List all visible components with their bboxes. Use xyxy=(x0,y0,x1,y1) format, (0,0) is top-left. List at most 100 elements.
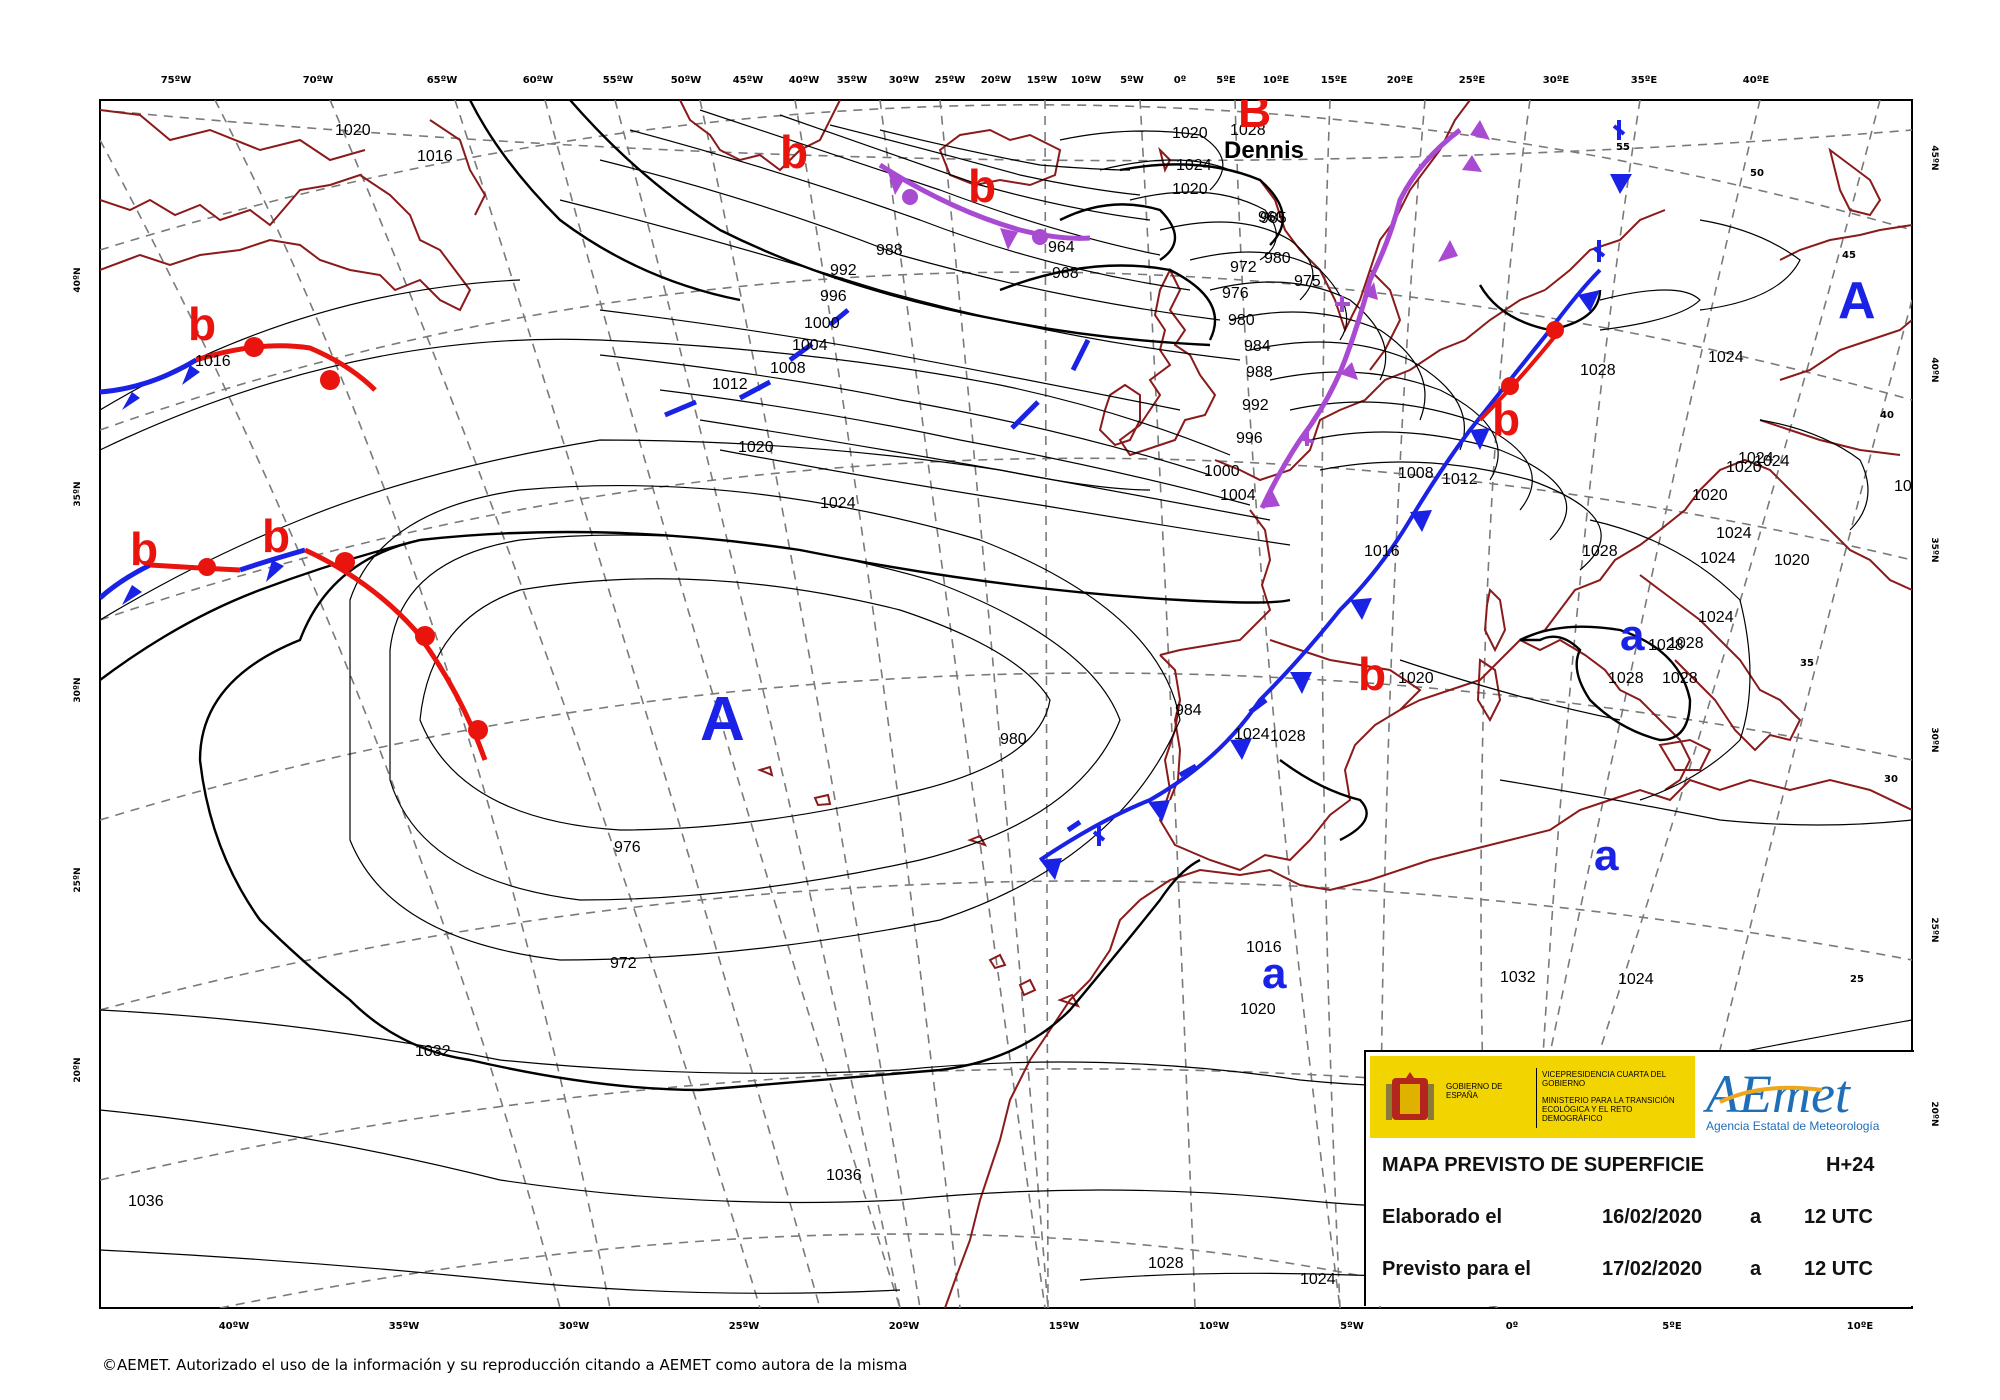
isobar-label: 975 xyxy=(1294,273,1321,290)
isobar-label: 1024 xyxy=(1176,157,1212,174)
left-lat-label: 20ºN xyxy=(73,1057,83,1082)
isobar-label: 976 xyxy=(1222,285,1249,302)
previsto-time: 12 UTC xyxy=(1804,1258,1873,1280)
copyright-notice: ©AEMET. Autorizado el uso de la informac… xyxy=(102,1356,908,1374)
left-lat-label: 40ºN xyxy=(73,267,83,292)
left-lat-label: 35ºN xyxy=(73,481,83,506)
grid-inner-label: 55 xyxy=(1616,142,1630,153)
grid-inner-label: 30 xyxy=(1884,774,1898,785)
isobar-label: 1036 xyxy=(826,1167,862,1184)
isobar-label: 1024 xyxy=(1300,1271,1336,1288)
isobar-label: 996 xyxy=(1236,430,1263,447)
isobar-label: 964 xyxy=(1048,239,1075,256)
pressure-center-label: b xyxy=(130,523,158,575)
top-lon-label: 70ºW xyxy=(303,75,334,86)
bottom-lon-label: 15ºW xyxy=(1049,1321,1080,1332)
isobar-label: 1024 xyxy=(1754,453,1790,470)
pressure-center-label: B xyxy=(1238,85,1271,137)
isobar-label: 992 xyxy=(1242,397,1269,414)
top-lon-label: 50ºW xyxy=(671,75,702,86)
top-lon-label: 25ºW xyxy=(935,75,966,86)
isobar-label: 1012 xyxy=(712,376,748,393)
aemet-logo: AEmet Agencia Estatal de Meteorología xyxy=(1703,1064,1880,1133)
top-lon-label: 60ºW xyxy=(523,75,554,86)
isobar-label: 980 xyxy=(1228,312,1255,329)
bottom-longitude-labels: 40ºW 35ºW 30ºW 25ºW 20ºW 15ºW 10ºW 5ºW 0º 5ºE 10ºE xyxy=(219,1321,1874,1332)
bold-isobars xyxy=(100,100,1692,1092)
top-lon-label: 10ºW xyxy=(1071,75,1102,86)
previsto-a: a xyxy=(1750,1258,1762,1280)
isobar-label: 1024 xyxy=(1738,450,1774,467)
bottom-lon-label: 0º xyxy=(1506,1321,1519,1332)
isobar-label: 1028 xyxy=(1580,362,1616,379)
pressure-center-label: A xyxy=(700,685,745,754)
left-lat-label: 30ºN xyxy=(73,677,83,702)
isobar-label: 976 xyxy=(614,839,641,856)
right-lat-label: 30ºN xyxy=(1929,727,1939,752)
isobar-label: 1032 xyxy=(415,1043,451,1060)
pressure-center-label: b xyxy=(1492,393,1520,445)
isobar-label: 1020 xyxy=(1692,487,1728,504)
top-lon-label: 20ºW xyxy=(981,75,1012,86)
pressure-center-label: a xyxy=(1594,831,1619,880)
isobar-label: 1016 xyxy=(195,353,231,370)
warm-front-2 xyxy=(149,547,488,761)
elaborado-label: Elaborado el xyxy=(1382,1206,1503,1228)
aemet-full-name: Agencia Estatal de Meteorología xyxy=(1706,1119,1880,1133)
isobar-label: 980 xyxy=(1000,731,1027,748)
bottom-lon-label: 10ºE xyxy=(1847,1321,1874,1332)
top-lon-label: 75ºW xyxy=(161,75,192,86)
cold-front-3 xyxy=(1038,174,1632,880)
right-lat-label: 25ºN xyxy=(1929,917,1939,942)
top-lon-label: 45ºW xyxy=(733,75,764,86)
isobar-label: 1016 xyxy=(417,148,453,165)
isobar-label: 1020 xyxy=(1726,459,1762,476)
right-lat-label: 40ºN xyxy=(1929,357,1939,382)
isobar-label: 1000 xyxy=(804,315,840,332)
isobar-label: 996 xyxy=(820,288,847,305)
legend-logo-strip: GOBIERNO DE ESPAÑA VICEPRESIDENCIA CUART… xyxy=(1366,1052,1914,1140)
occluded-crosses xyxy=(1299,296,1350,446)
top-lon-label: 10ºE xyxy=(1263,75,1290,86)
right-latitude-labels: 45ºN 40ºN 35ºN 30ºN 25ºN 20ºN xyxy=(1929,145,1939,1126)
top-lon-label: 40ºW xyxy=(789,75,820,86)
bottom-lon-label: 30ºW xyxy=(559,1321,590,1332)
top-lon-label: 5ºW xyxy=(1120,75,1144,86)
isobar-label: 1024 xyxy=(1234,726,1270,743)
top-lon-label: 15ºW xyxy=(1027,75,1058,86)
gov-divider xyxy=(1536,1068,1537,1128)
top-lon-label: 65ºW xyxy=(427,75,458,86)
isobar-label: 1028 xyxy=(1148,1255,1184,1272)
warm-front-1 xyxy=(195,337,377,392)
isobar-label: 1028 xyxy=(1608,670,1644,687)
isobar-label: 1024 xyxy=(1698,609,1734,626)
cold-front-2 xyxy=(100,547,306,605)
isobar-label: 1008 xyxy=(770,360,806,377)
pressure-centers: A Aa a a b b b b b b b B xyxy=(130,85,1876,998)
bottom-lon-label: 25ºW xyxy=(729,1321,760,1332)
government-block: GOBIERNO DE ESPAÑA VICEPRESIDENCIA CUART… xyxy=(1370,1056,1695,1138)
isobar-label: 1020 xyxy=(1894,478,1930,495)
grid-inner-label: 45 xyxy=(1842,250,1856,261)
isobar-label: 988 xyxy=(1246,364,1273,381)
bottom-lon-label: 10ºW xyxy=(1199,1321,1230,1332)
isobar-label: 1020 xyxy=(1172,125,1208,142)
isobar-label: 1016 xyxy=(1246,939,1282,956)
gov-ministry: MINISTERIO PARA LA TRANSICIÓN ECOLÓGICA … xyxy=(1542,1096,1675,1123)
isobar-label: 1020 xyxy=(1398,670,1434,687)
pressure-center-label: b xyxy=(188,298,216,350)
isobar-label: 1024 xyxy=(1700,550,1736,567)
trough-crosses xyxy=(1092,120,1626,846)
pressure-center-label: b xyxy=(780,126,808,178)
isobar-label: 1000 xyxy=(1204,463,1240,480)
previsto-label: Previsto para el xyxy=(1382,1258,1531,1280)
aemet-logo-text: AEmet xyxy=(1703,1064,1852,1124)
top-lon-label: 40ºE xyxy=(1743,75,1770,86)
isobar-label: 992 xyxy=(830,262,857,279)
top-lon-label: 25ºE xyxy=(1459,75,1486,86)
isobar-label: 1020 xyxy=(1774,552,1810,569)
top-lon-label: 20ºE xyxy=(1387,75,1414,86)
isobar-label: 985 xyxy=(1260,210,1287,227)
isobar-label: 1036 xyxy=(128,1193,164,1210)
occluded-front-2 xyxy=(1259,120,1490,510)
